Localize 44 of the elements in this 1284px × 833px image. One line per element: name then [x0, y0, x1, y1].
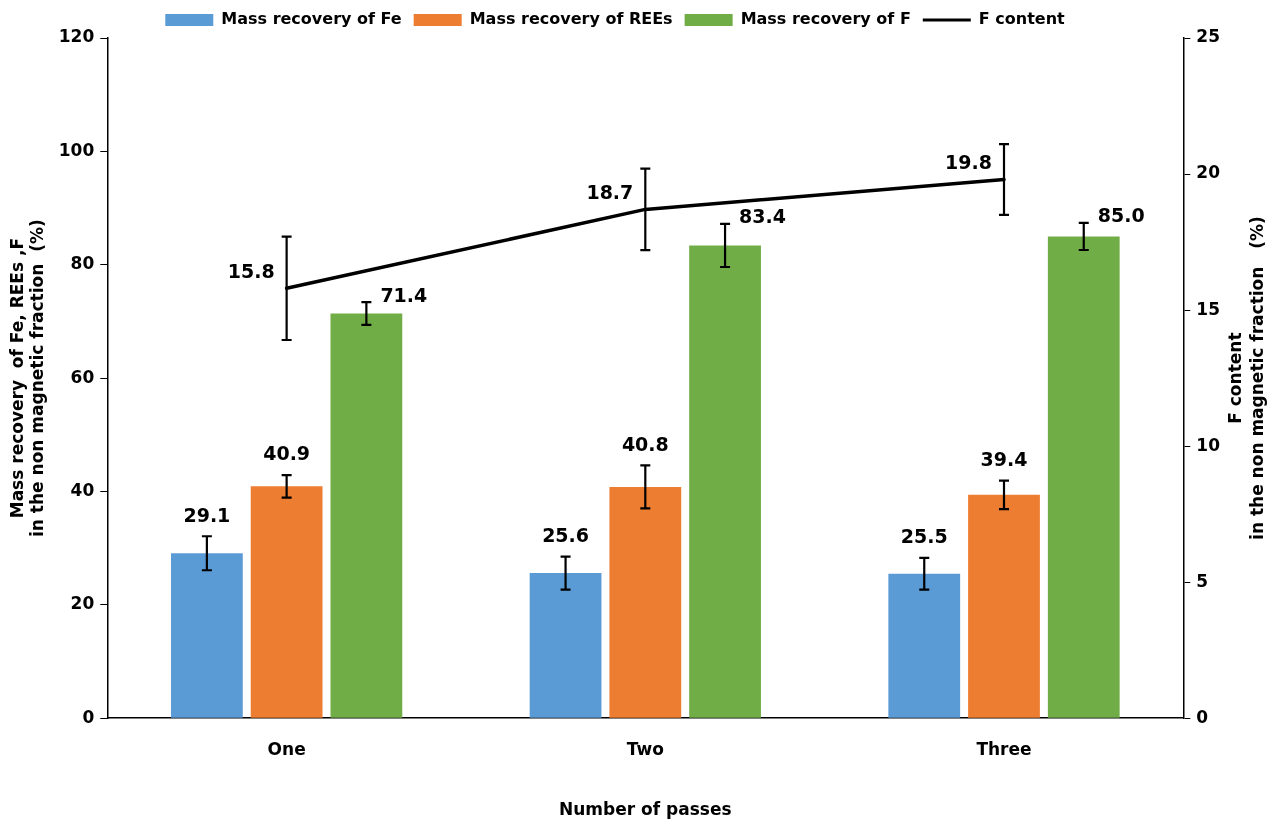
- y-tick-label: 80: [70, 253, 95, 274]
- y-tick-label: 60: [70, 366, 95, 387]
- legend-label: Mass recovery of REEs: [469, 9, 673, 29]
- bar: [170, 553, 243, 718]
- x-axis-title: Number of passes: [559, 799, 732, 820]
- data-label: 15.8: [227, 259, 275, 282]
- y2-tick-label: 25: [1196, 26, 1221, 47]
- y-tick-label: 0: [82, 706, 95, 727]
- data-label: 83.4: [739, 205, 786, 228]
- bar: [968, 494, 1040, 718]
- y-tick-label: 120: [58, 26, 95, 47]
- data-label: 40.9: [263, 442, 311, 465]
- bar: [1047, 236, 1120, 718]
- legend-label: F content: [978, 9, 1066, 29]
- y-tick-label: 20: [70, 593, 95, 614]
- data-label: 25.5: [900, 525, 948, 548]
- data-label: 25.6: [542, 524, 590, 547]
- data-label: 19.8: [945, 150, 992, 173]
- y2-tick-label: 10: [1196, 434, 1221, 455]
- y2-axis-title: F content in the non magnetic fraction (%): [1225, 216, 1268, 540]
- bar: [609, 486, 682, 718]
- data-label: 29.1: [183, 503, 231, 526]
- y2-tick-label: 20: [1196, 162, 1221, 183]
- bar: [888, 573, 961, 718]
- y-axis-title: Mass recovery of Fe, REEs ,F in the non magnetic fraction (%): [6, 219, 48, 537]
- data-label: 39.4: [980, 448, 1028, 471]
- data-label: 71.4: [380, 283, 428, 306]
- y-tick-label: 40: [70, 479, 95, 500]
- bar: [529, 573, 602, 718]
- bar: [689, 245, 761, 718]
- data-label: 18.7: [586, 180, 634, 203]
- x-tick-label: Two: [626, 738, 664, 759]
- data-label: 40.8: [621, 432, 669, 455]
- y2-tick-label: 15: [1196, 298, 1221, 319]
- bar: [250, 486, 323, 718]
- bar: [330, 313, 403, 718]
- legend-label: Mass recovery of F: [740, 9, 911, 29]
- x-tick-label: One: [267, 738, 306, 759]
- data-label: 85.0: [1097, 204, 1145, 227]
- y2-tick-label: 5: [1196, 570, 1209, 591]
- x-tick-label: Three: [976, 738, 1032, 759]
- legend-label: Mass recovery of Fe: [221, 9, 402, 29]
- y-tick-label: 100: [58, 139, 95, 160]
- y2-tick-label: 0: [1196, 706, 1209, 727]
